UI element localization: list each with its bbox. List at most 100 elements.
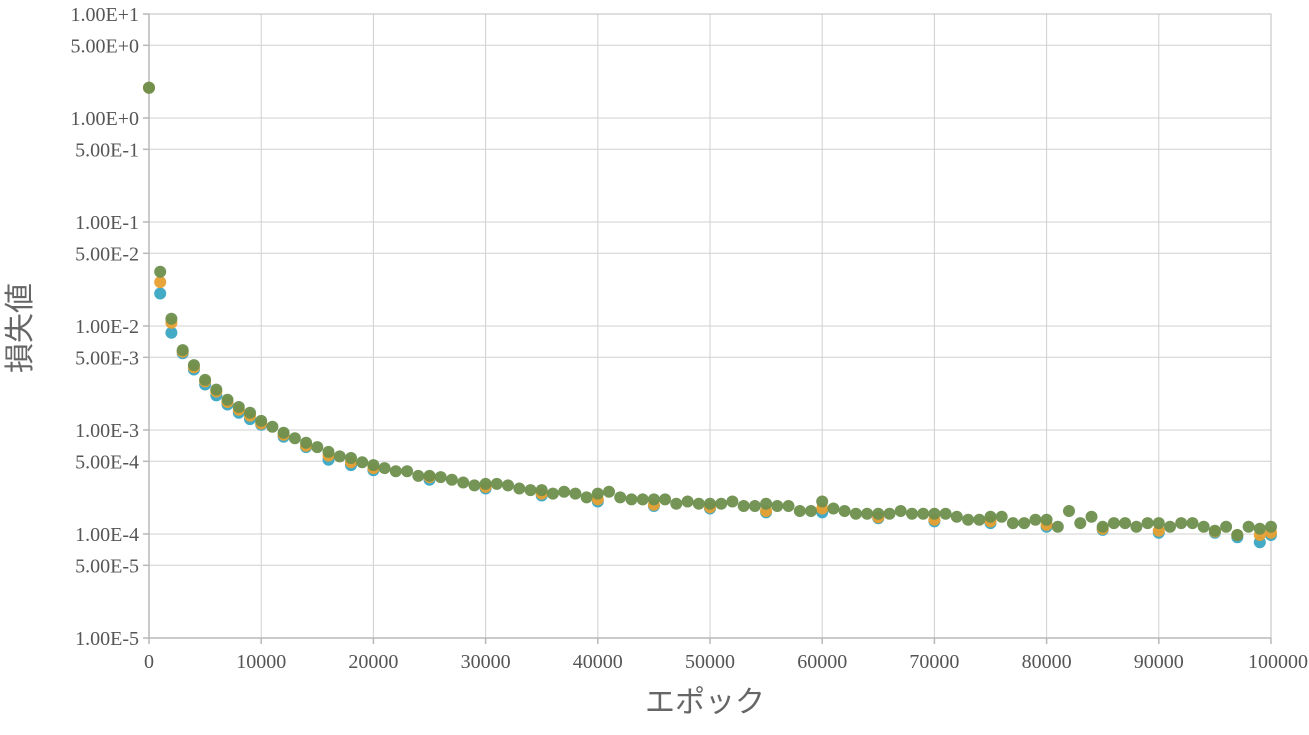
data-point [187, 359, 200, 372]
data-point [378, 462, 391, 475]
data-point [805, 505, 817, 517]
data-point [771, 500, 784, 512]
data-point [535, 484, 548, 497]
data-point [782, 500, 795, 512]
data-point [266, 420, 279, 433]
y-tick-label: 1.00E-4 [75, 524, 139, 546]
data-point [502, 479, 514, 492]
data-point [670, 497, 683, 510]
x-tick-label: 10000 [236, 651, 286, 673]
data-point [479, 477, 492, 490]
data-point [255, 414, 268, 427]
x-tick-label: 100000 [1248, 651, 1308, 673]
data-point [165, 312, 178, 325]
data-point [580, 491, 593, 504]
data-point [154, 265, 167, 278]
data-point [973, 513, 986, 526]
y-tick-label: 5.00E-2 [75, 243, 139, 265]
data-point [1006, 517, 1019, 530]
data-point [939, 507, 952, 520]
data-point [524, 484, 537, 497]
data-point [1164, 520, 1176, 533]
data-point [244, 406, 256, 419]
data-point [591, 487, 604, 500]
x-tick-label: 50000 [685, 651, 735, 673]
data-point [962, 513, 975, 526]
data-point [1152, 517, 1165, 530]
data-point [1130, 520, 1143, 533]
data-point [154, 287, 167, 300]
data-point [995, 510, 1008, 523]
x-tick-label: 60000 [797, 651, 847, 673]
data-point [333, 450, 346, 463]
data-point [445, 473, 458, 486]
data-point [389, 465, 402, 478]
data-point [322, 445, 335, 458]
data-point [1063, 505, 1075, 517]
data-point [883, 507, 896, 520]
data-point [356, 456, 369, 469]
data-point [760, 497, 773, 510]
data-point [311, 441, 324, 454]
y-tick-label: 5.00E+0 [71, 35, 140, 57]
y-tick-label: 5.00E-5 [75, 555, 139, 577]
data-point [468, 479, 481, 492]
data-point [434, 471, 447, 484]
data-point [569, 487, 582, 500]
gridlines [148, 13, 1272, 639]
x-axis-title: エポック [645, 685, 765, 720]
data-point [636, 493, 649, 506]
data-point [659, 493, 672, 506]
y-tick-label: 5.00E-4 [75, 451, 139, 473]
x-tick-label: 30000 [461, 651, 511, 673]
y-tick-label: 1.00E-1 [75, 212, 139, 234]
data-point [277, 426, 290, 439]
y-tick-label: 5.00E-3 [75, 347, 139, 369]
data-point [793, 505, 806, 517]
data-point [861, 507, 874, 520]
data-point [1107, 517, 1120, 530]
data-point [894, 505, 907, 517]
data-point [288, 432, 301, 445]
x-tick-label: 90000 [1134, 651, 1184, 673]
data-point [300, 436, 313, 449]
data-point [457, 476, 470, 489]
series-2 [143, 81, 1277, 541]
data-point [1029, 513, 1042, 526]
data-point [872, 507, 885, 520]
data-point [154, 276, 167, 289]
data-point [647, 493, 660, 506]
data-point [1040, 513, 1053, 526]
data-point [816, 495, 829, 508]
data-point [1186, 517, 1199, 530]
data-point [917, 507, 930, 520]
data-point [928, 507, 941, 520]
y-tick-label: 5.00E-1 [75, 139, 139, 161]
data-point [1096, 520, 1109, 533]
data-point [603, 485, 615, 498]
y-tick-label: 1.00E+0 [71, 108, 140, 130]
data-point [232, 401, 245, 413]
data-point [838, 505, 851, 517]
x-tick-label: 20000 [348, 651, 398, 673]
data-point [625, 493, 638, 506]
data-point [1085, 510, 1098, 523]
y-tick-label: 1.00E-3 [75, 420, 139, 442]
data-point [401, 465, 414, 478]
data-point [1175, 517, 1188, 530]
data-point [558, 485, 571, 498]
data-point [176, 344, 189, 357]
data-point [165, 326, 178, 339]
data-points [143, 81, 1277, 549]
data-point [199, 373, 212, 386]
data-point [1051, 520, 1064, 533]
data-point [513, 482, 526, 495]
data-point [1208, 524, 1221, 537]
data-point [221, 393, 234, 406]
data-point [490, 477, 503, 490]
data-point [345, 452, 357, 464]
data-point [849, 507, 862, 520]
data-point [704, 497, 716, 510]
data-point [1074, 517, 1087, 530]
